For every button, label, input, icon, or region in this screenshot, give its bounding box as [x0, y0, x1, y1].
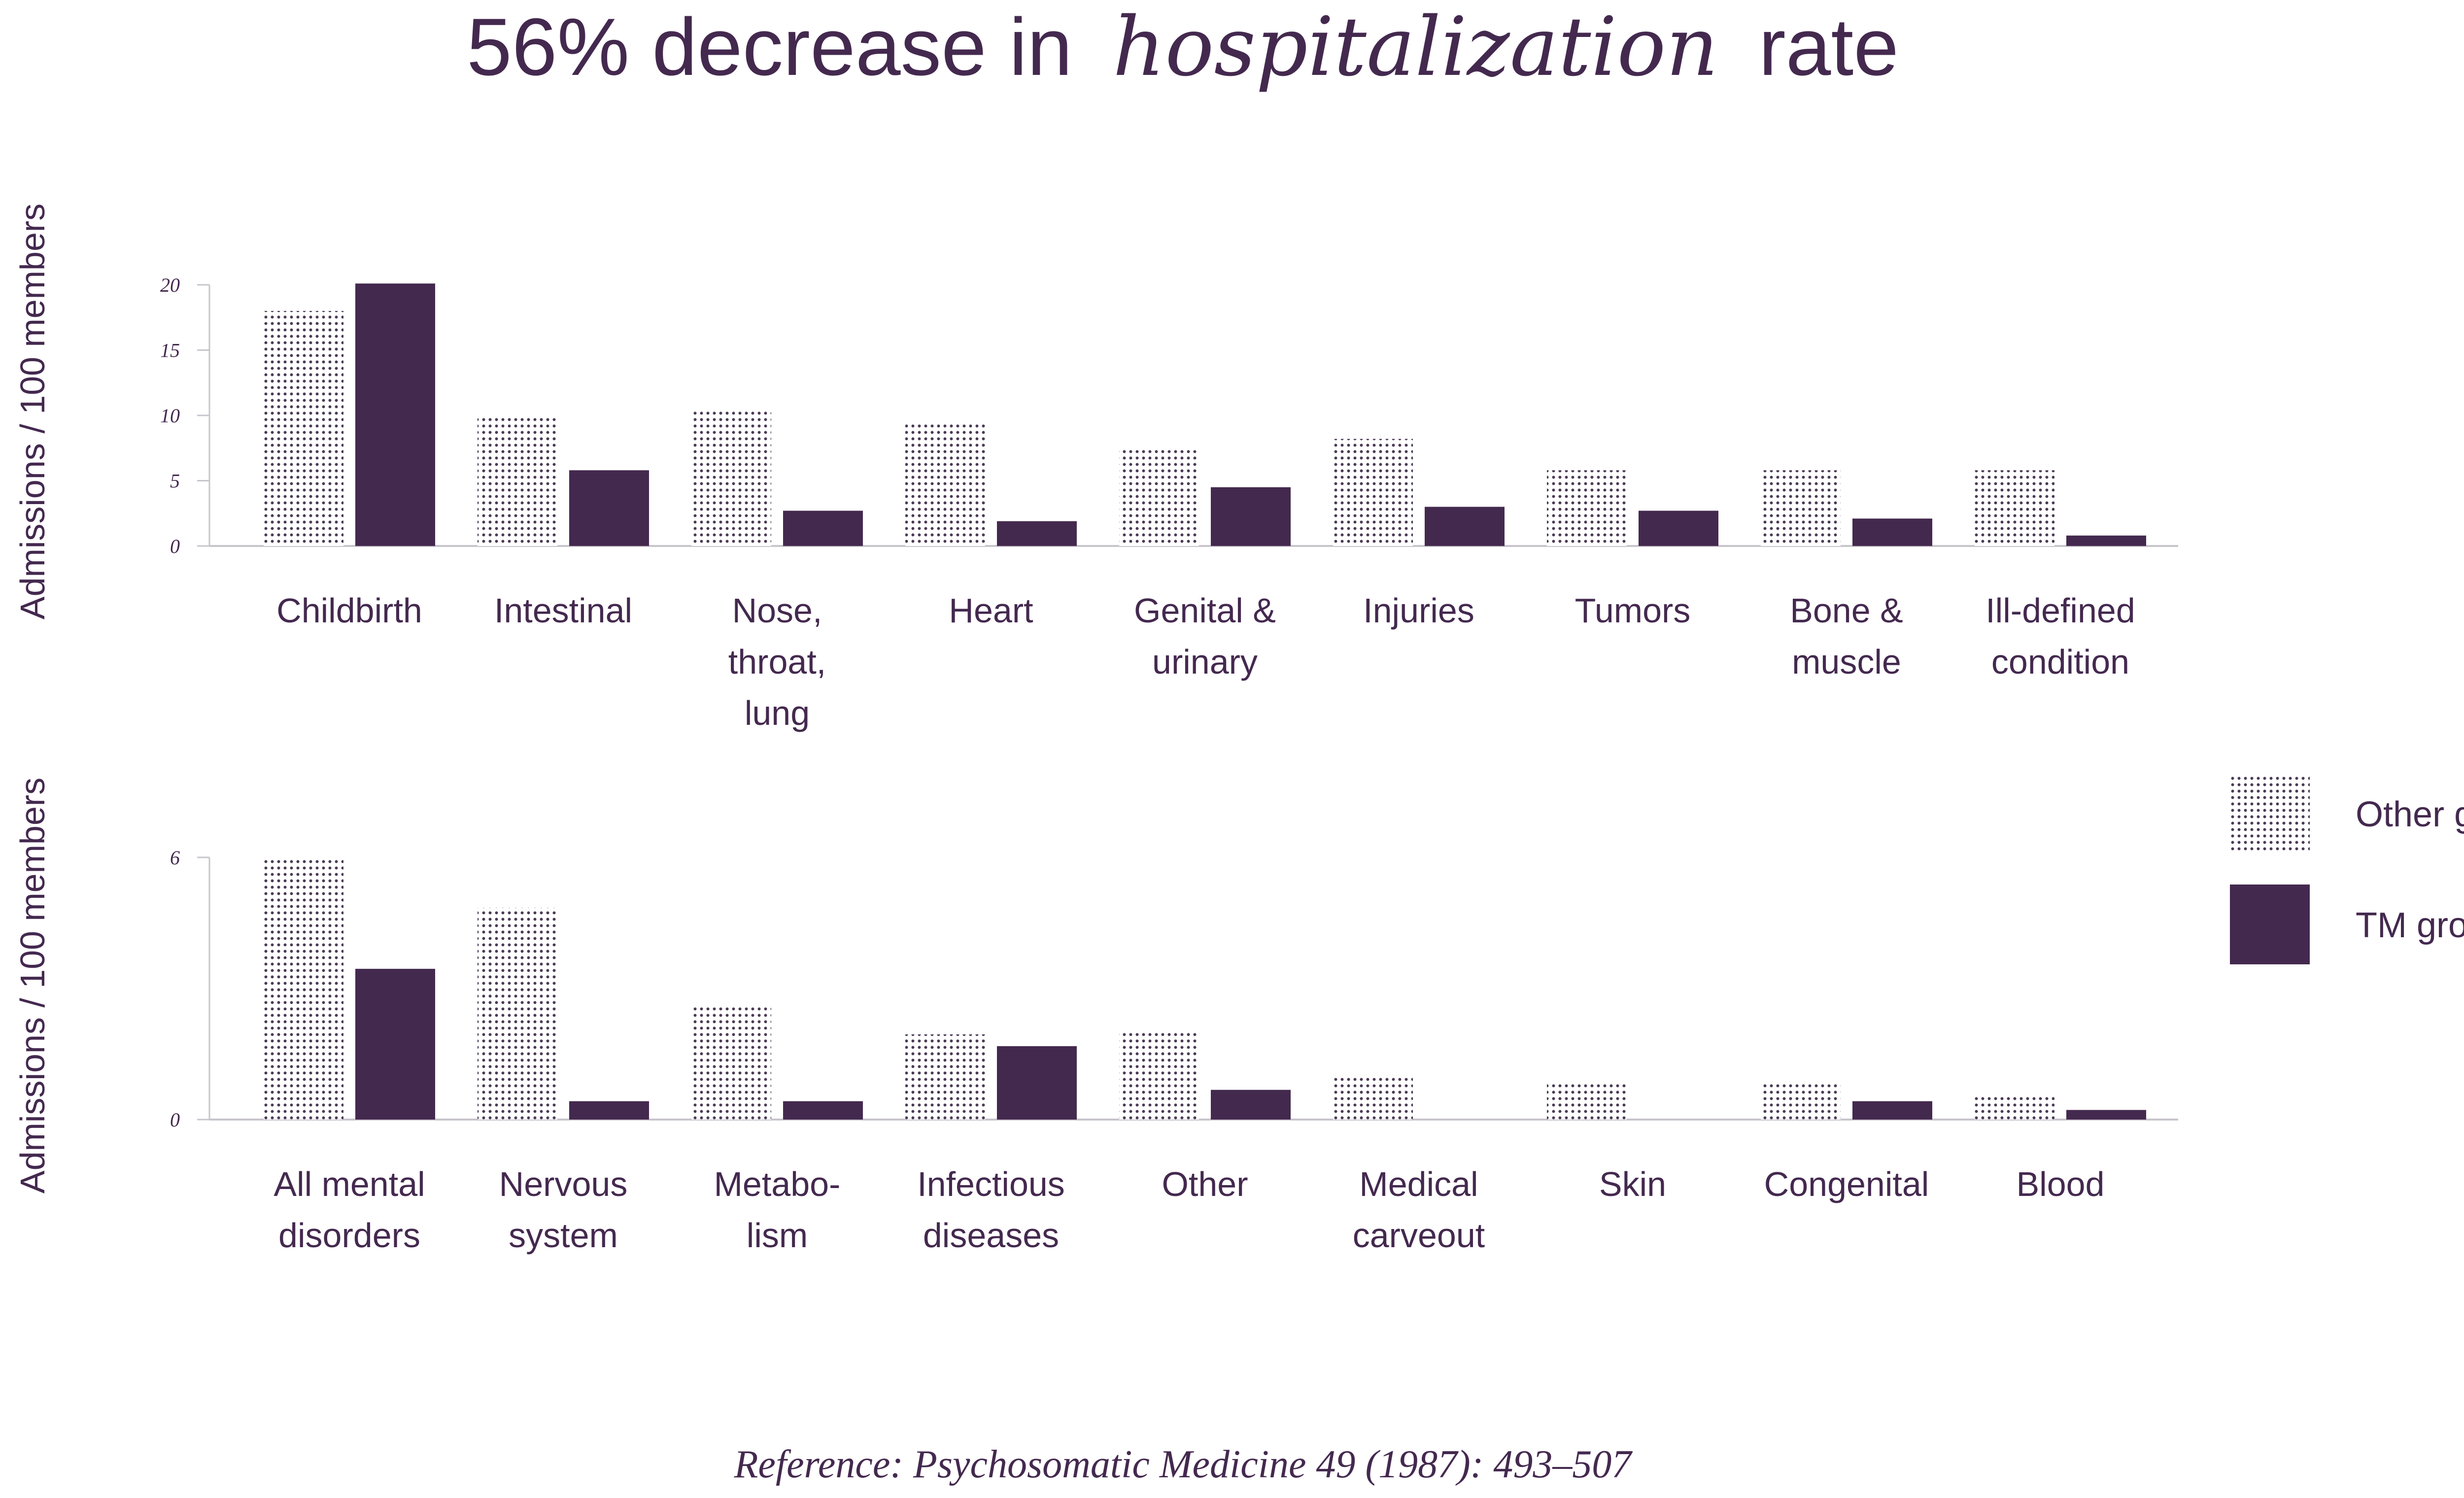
bar-other — [691, 1006, 771, 1120]
x-tick-label: Bone & muscle — [1790, 591, 1903, 681]
bar-other — [1119, 448, 1199, 546]
title-prefix: 56% decrease in — [467, 1, 1072, 92]
bar-other — [1975, 1095, 2054, 1120]
y-axis-label: Admissions / 100 members — [13, 204, 52, 619]
y-tick-label: 0 — [170, 535, 180, 557]
x-tick-label: Medical carveout — [1353, 1165, 1485, 1255]
bar-other — [1761, 1082, 1841, 1120]
bar-other — [1547, 470, 1627, 546]
legend-swatch-tm — [2230, 885, 2310, 964]
bar-other — [1119, 1030, 1199, 1120]
y-tick-label: 5 — [170, 470, 180, 492]
bar-other — [905, 422, 985, 546]
bar-other — [478, 415, 557, 546]
x-tick-label: Congenital — [1764, 1165, 1929, 1203]
bar-other — [1547, 1082, 1627, 1120]
chart-2: Admissions / 100 members 0 6 All mental diso… — [13, 778, 2178, 1255]
bar-tm — [569, 470, 649, 546]
legend-swatch-other — [2230, 774, 2310, 853]
x-tick-label: Blood — [2016, 1165, 2104, 1203]
bar-tm — [1211, 487, 1291, 546]
y-tick-label: 20 — [160, 274, 180, 296]
bar-tm — [997, 521, 1077, 546]
y-tick-label: 6 — [170, 847, 180, 869]
bar-tm — [355, 283, 435, 546]
bar-tm — [1639, 511, 1718, 546]
x-tick-label: Ill-defined condition — [1985, 591, 2135, 681]
bar-other — [1333, 439, 1413, 546]
bar-tm — [783, 511, 863, 546]
x-tick-label: Heart — [949, 591, 1033, 630]
y-tick-label: 15 — [160, 340, 180, 362]
chart-title: 56% decrease in hospitalization rate — [467, 0, 1899, 94]
x-tick-label: Childbirth — [276, 591, 422, 630]
title-suffix: rate — [1759, 1, 1899, 92]
legend: Other groups TM group — [2230, 774, 2464, 964]
x-tick-label: Infectious diseases — [917, 1165, 1065, 1255]
bar-tm — [2066, 535, 2146, 546]
x-tick-label: Nervous system — [499, 1165, 628, 1255]
bar-other — [264, 311, 343, 546]
x-tick-label: Nose, throat, lung — [728, 591, 826, 732]
bar-other — [1333, 1076, 1413, 1120]
x-tick-label: Other — [1162, 1165, 1248, 1203]
bar-tm — [1425, 507, 1505, 546]
legend-label-tm: TM group — [2356, 906, 2464, 945]
charts-group: Admissions / 100 members 0 5 10 15 20 Childbir… — [13, 204, 2178, 1255]
bar-tm — [355, 969, 435, 1120]
y-tick-label: 10 — [160, 405, 180, 427]
bar-tm — [569, 1101, 649, 1120]
y-axis-label: Admissions / 100 members — [13, 778, 52, 1193]
bar-tm — [1211, 1089, 1291, 1120]
x-tick-label: Tumors — [1575, 591, 1691, 630]
bar-tm — [783, 1101, 863, 1120]
x-tick-label: All mental disorders — [274, 1165, 425, 1255]
bar-other — [264, 857, 343, 1120]
chart-1: Admissions / 100 members 0 5 10 15 20 Childbir… — [13, 204, 2178, 732]
title-emphasis: hospitalization — [1113, 0, 1718, 94]
bar-other — [905, 1034, 985, 1120]
bar-tm — [1852, 1101, 1932, 1120]
x-tick-label: Metabo-lism — [714, 1165, 841, 1255]
bar-tm — [997, 1046, 1077, 1120]
bar-tm — [2066, 1110, 2146, 1120]
x-tick-label: Injuries — [1363, 591, 1474, 630]
x-tick-label: Genital & urinary — [1134, 591, 1276, 681]
reference-text: Reference: Psychosomatic Medicine 49 (19… — [734, 1443, 1633, 1486]
bar-other — [1975, 470, 2054, 546]
bar-other — [691, 409, 771, 546]
y-tick-label: 0 — [170, 1109, 180, 1131]
bar-other — [478, 907, 557, 1120]
x-tick-label: Skin — [1599, 1165, 1666, 1203]
bar-other — [1761, 470, 1841, 546]
bar-tm — [1852, 518, 1932, 546]
x-tick-label: Intestinal — [494, 591, 632, 630]
legend-label-other: Other groups — [2356, 795, 2464, 834]
